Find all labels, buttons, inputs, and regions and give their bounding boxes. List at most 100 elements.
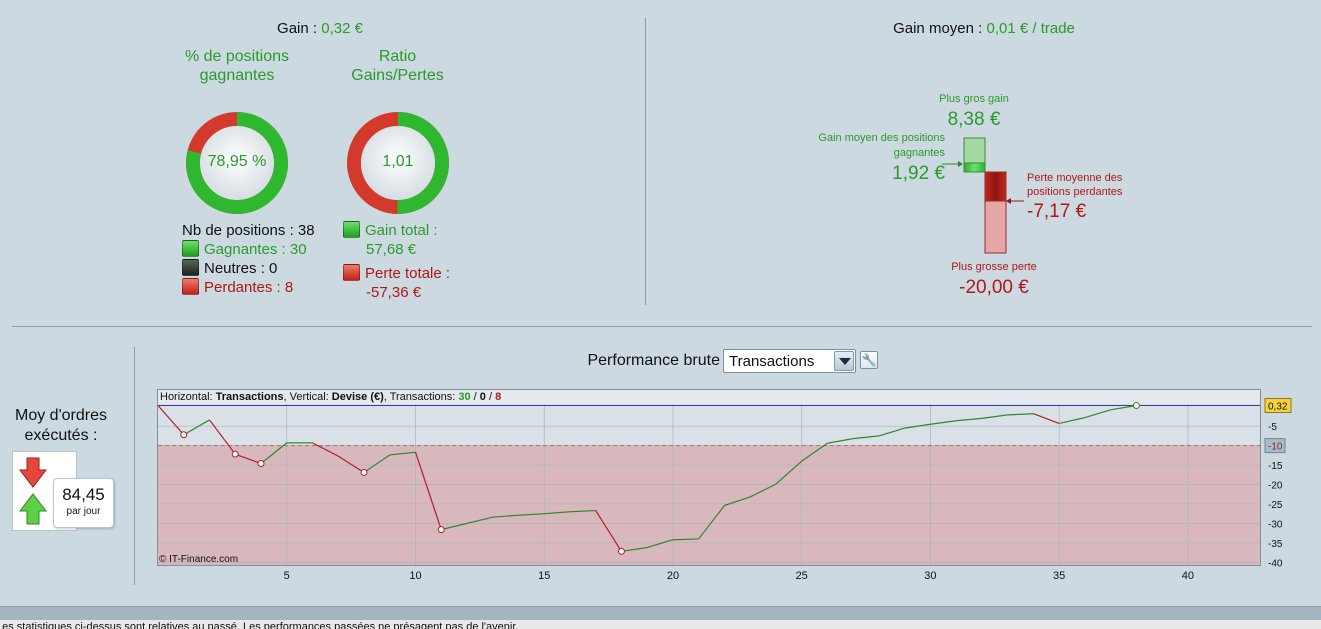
gain-segment — [981, 414, 1008, 419]
gain-segment — [878, 427, 905, 437]
avg-win-label: Gain moyen des positions gagnantes — [818, 132, 945, 159]
y-tick-label: -15 — [1268, 461, 1283, 472]
svg-text:-10: -10 — [1268, 442, 1283, 453]
loss-point — [257, 460, 265, 467]
svg-text:0,32: 0,32 — [1268, 401, 1288, 412]
legend-neutral: Neutres : 0 — [182, 259, 332, 278]
loss-point — [617, 547, 625, 555]
loss-segment — [1033, 413, 1060, 425]
footer-disclaimer: Les statistiques ci-dessus sont relative… — [0, 620, 1321, 629]
chart-watermark: © IT-Finance.com — [159, 554, 238, 565]
biggest-gain-value: 8,38 € — [947, 109, 1001, 130]
loss-segment — [312, 442, 339, 457]
avg-loss-label: Perte moyenne des positions perdantes — [1027, 172, 1123, 198]
final-point — [1132, 401, 1140, 409]
gain-segment — [492, 514, 519, 518]
gain-label: Gain : — [277, 20, 318, 37]
ratio-center — [361, 126, 435, 200]
performance-select-value: Transactions — [729, 353, 815, 370]
gain-segment — [827, 438, 854, 444]
gain-segment — [930, 420, 957, 425]
gain-segment — [801, 442, 828, 462]
y-axis: -5 -15 -20 -25 -30 -35 -40 — [1268, 422, 1283, 569]
donut-win-arc — [186, 112, 288, 214]
loss-point — [437, 526, 445, 534]
gain-segment — [621, 546, 648, 552]
avg-loss-bar — [984, 171, 1007, 202]
vertical-divider — [645, 18, 646, 305]
gain-segment — [724, 496, 751, 507]
avg-win-bar — [963, 162, 986, 173]
loss-point — [360, 468, 368, 476]
gain-segment — [183, 419, 210, 436]
gain-segment — [441, 522, 468, 531]
gain-segment — [363, 454, 391, 473]
x-tick-label: 15 — [538, 570, 550, 582]
gain-avg-heading: Gain moyen : 0,01 € / trade — [834, 20, 1134, 37]
orders-unit: par jour — [66, 506, 101, 517]
x-tick-label: 20 — [667, 570, 679, 582]
chart-header: Horizontal: Transactions, Vertical: Devi… — [160, 391, 501, 403]
gain-segment — [1007, 413, 1034, 416]
loss-segment — [414, 452, 442, 530]
gain-avg-label: Gain moyen : — [893, 20, 983, 37]
gain-segment — [775, 460, 803, 485]
gain-segment — [853, 435, 879, 440]
green-square-icon — [343, 221, 360, 238]
wrench-button[interactable]: 🔧 — [860, 351, 878, 369]
loss-point — [180, 431, 188, 439]
loss-points — [180, 401, 1140, 555]
final-value-badge: 0,32 — [1264, 397, 1292, 413]
gain-value: 0,32 € — [321, 20, 363, 37]
pct-winning-donut — [186, 112, 288, 214]
y-tick-label: -40 — [1268, 558, 1283, 569]
positions-legend: Nb de positions : 38 Gagnantes : 30 Neut… — [182, 221, 332, 297]
green-square-icon — [182, 240, 199, 257]
orders-arrows-icon — [18, 457, 48, 525]
orders-title: Moy d'ordres exécutés : — [15, 407, 107, 444]
x-tick-label: 35 — [1053, 570, 1065, 582]
gain-segment — [647, 539, 674, 549]
pct-winning-title: % de positions gagnantes — [184, 48, 290, 84]
y-tick-label: -25 — [1268, 500, 1283, 511]
gain-segment — [1110, 404, 1137, 411]
loss-segment — [209, 419, 236, 455]
y-tick-label: -30 — [1268, 519, 1283, 530]
performance-select[interactable]: Transactions — [723, 349, 856, 373]
y-tick-label: -5 — [1268, 422, 1277, 433]
arrow-up-icon — [18, 493, 48, 525]
y-tick-label: -20 — [1268, 481, 1283, 492]
total-gain-value: 57,68 € — [366, 241, 417, 258]
ratio-value: 1,01 — [382, 153, 414, 170]
red-square-icon — [343, 264, 360, 281]
series-line — [157, 404, 1137, 552]
loss-point — [231, 450, 239, 458]
totals-legend: Gain total : 57,68 € Perte totale : -57,… — [343, 221, 473, 302]
x-tick-label: 30 — [924, 570, 936, 582]
dark-square-icon — [182, 259, 199, 276]
loss-segment — [157, 405, 185, 436]
positions-count: Nb de positions : 38 — [182, 222, 315, 239]
loss-segment — [337, 455, 365, 473]
gain-segment — [672, 538, 699, 541]
total-loss-value: -57,36 € — [366, 284, 422, 301]
chart-header-bg — [158, 390, 1260, 404]
performance-chart: Horizontal: Transactions, Vertical: Devi… — [157, 389, 1292, 582]
total-loss: Perte totale : — [343, 264, 473, 283]
gain-segment — [569, 509, 596, 513]
donut-center — [200, 126, 274, 200]
biggest-gain-label: Plus gros gain — [939, 93, 1009, 105]
ratio-title: Ratio Gains/Pertes — [351, 48, 444, 84]
average-bars — [942, 137, 1024, 254]
legend-winning: Gagnantes : 30 — [182, 240, 332, 259]
gain-heading: Gain : 0,32 € — [220, 20, 420, 37]
arrow-down-icon — [18, 457, 48, 488]
loss-segment — [235, 453, 262, 465]
gain-segment — [904, 423, 931, 429]
wrench-icon: 🔧 — [861, 353, 877, 367]
chevron-down-icon[interactable] — [834, 351, 854, 371]
gain-segment — [544, 511, 571, 515]
drawdown-zone — [158, 445, 1260, 565]
orders-value-box: 84,45 par jour — [53, 478, 114, 528]
gain-segment — [749, 483, 777, 498]
